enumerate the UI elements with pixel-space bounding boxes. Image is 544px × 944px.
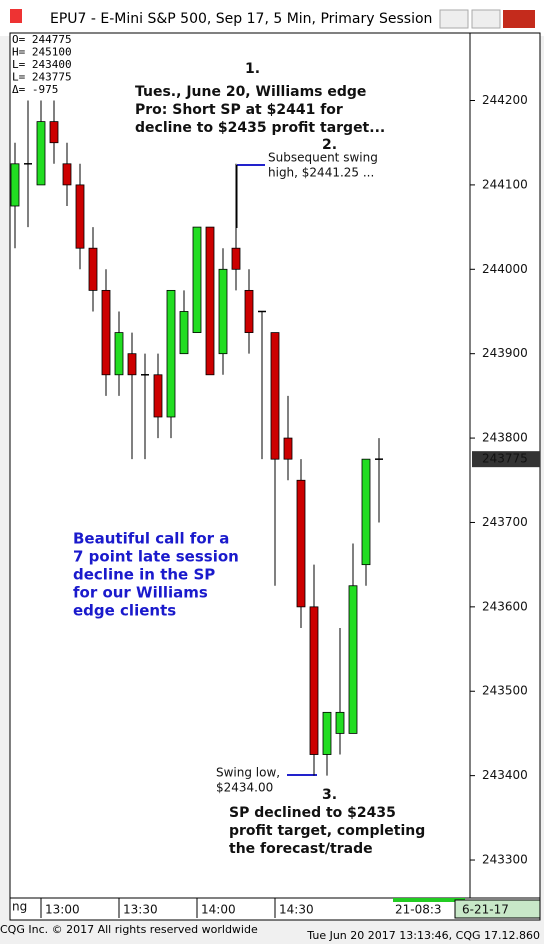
candle-body xyxy=(322,711,332,755)
note-line: the forecast/trade xyxy=(229,841,373,857)
candle-body xyxy=(127,353,137,376)
y-tick-label: 243600 xyxy=(482,599,528,613)
candle-body xyxy=(75,184,85,249)
y-tick-label: 243500 xyxy=(482,684,528,698)
candle-body xyxy=(244,289,254,333)
blue-note-line: decline in the SP xyxy=(73,566,215,584)
note-number: 3. xyxy=(322,787,337,803)
blue-note-line: for our Williams xyxy=(73,584,208,602)
x-extra-label: 21-08:3 xyxy=(395,903,442,917)
x-extra-label: 6-21-17 xyxy=(462,903,509,917)
note-line: decline to $2435 profit target... xyxy=(135,120,385,136)
note-line: high, $2441.25 ... xyxy=(268,166,374,180)
x-tick-label: 14:30 xyxy=(279,903,314,917)
candle-body xyxy=(166,289,176,418)
x-tick-label: 13:00 xyxy=(45,903,80,917)
candle-body xyxy=(231,247,241,270)
candle-body xyxy=(192,226,202,333)
candle-body xyxy=(296,479,306,608)
note-line: SP declined to $2435 xyxy=(229,805,396,821)
candle-body xyxy=(205,226,215,376)
info-line: O= 244775 xyxy=(12,33,72,46)
candle-body xyxy=(335,711,345,734)
info-line: L= 243400 xyxy=(12,58,72,71)
y-tick-label: 244200 xyxy=(482,93,528,107)
minimize-button[interactable] xyxy=(439,9,469,29)
y-tick-label: 243800 xyxy=(482,431,528,445)
blue-note-line: edge clients xyxy=(73,602,176,620)
note-line: Pro: Short SP at $2441 for xyxy=(135,102,343,118)
y-tick-label: 243400 xyxy=(482,768,528,782)
blue-note-line: 7 point late session xyxy=(73,548,239,566)
candle-body xyxy=(101,289,111,376)
note-line: Tues., June 20, Williams edge xyxy=(135,84,366,100)
candle-body xyxy=(114,332,124,376)
candle-body xyxy=(179,311,189,355)
x-tick-label: 14:00 xyxy=(201,903,236,917)
swing-low-line: $2434.00 xyxy=(216,781,273,795)
note-number: 2. xyxy=(322,137,337,153)
date-box xyxy=(454,899,541,919)
last-price-tag xyxy=(472,451,540,468)
candle-body xyxy=(10,163,20,207)
candle-body xyxy=(270,332,280,460)
candle-body xyxy=(88,247,98,291)
blue-note-line: Beautiful call for a xyxy=(73,530,229,548)
candle-body xyxy=(153,374,163,418)
candle-body xyxy=(36,121,46,186)
info-line: H= 245100 xyxy=(12,46,72,59)
candle-body xyxy=(49,121,59,144)
candle-body xyxy=(218,268,228,355)
note-number: 1. xyxy=(245,61,260,77)
plot-area xyxy=(9,32,471,899)
info-line: Δ= -975 xyxy=(12,83,58,96)
footer-left: CQG Inc. © 2017 All rights reserved worl… xyxy=(0,923,258,936)
note-line: Subsequent swing xyxy=(268,151,378,165)
y-tick-label: 244000 xyxy=(482,262,528,276)
maximize-button[interactable] xyxy=(471,9,501,29)
last-price-label: 243775 xyxy=(482,452,528,466)
window-title: EPU7 - E-Mini S&P 500, Sep 17, 5 Min, Pr… xyxy=(50,11,432,27)
close-button[interactable] xyxy=(503,10,535,28)
y-tick-label: 243900 xyxy=(482,346,528,360)
footer-right: Tue Jun 20 2017 13:13:46, CQG 17.12.860 xyxy=(306,929,540,942)
note-line: profit target, completing xyxy=(229,823,425,839)
candle-body xyxy=(361,458,371,566)
candle-body xyxy=(62,163,72,186)
session-bar xyxy=(393,898,465,902)
swing-low-line: Swing low, xyxy=(216,766,280,780)
candle-body xyxy=(309,606,319,755)
y-tick-label: 243300 xyxy=(482,853,528,867)
app-icon xyxy=(10,9,22,23)
corner-label: ng xyxy=(12,900,27,914)
info-line: L= 243775 xyxy=(12,71,72,84)
y-tick-label: 243700 xyxy=(482,515,528,529)
x-tick-label: 13:30 xyxy=(123,903,158,917)
candle-body xyxy=(283,437,293,460)
candle-body xyxy=(348,585,358,734)
y-tick-label: 244100 xyxy=(482,177,528,191)
